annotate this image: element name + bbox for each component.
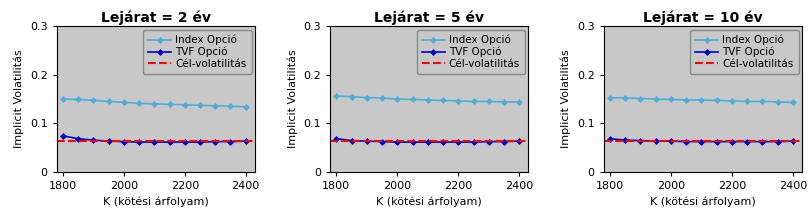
- TVF Opció: [73, 137, 83, 140]
- TVF Opció: [226, 140, 236, 143]
- Index Opció: [195, 104, 205, 107]
- X-axis label: K (kötési árfolyam): K (kötési árfolyam): [650, 196, 756, 207]
- TVF Opció: [469, 141, 479, 143]
- Line: TVF Opció: TVF Opció: [335, 137, 522, 144]
- Index Opció: [347, 95, 356, 98]
- Index Opció: [697, 99, 706, 101]
- TVF Opció: [164, 141, 174, 143]
- Index Opció: [514, 101, 524, 103]
- TVF Opció: [650, 140, 660, 142]
- TVF Opció: [757, 140, 767, 143]
- Index Opció: [635, 97, 645, 100]
- Index Opció: [620, 97, 630, 99]
- Index Opció: [499, 101, 509, 103]
- Cél-volatilitás: [56, 140, 66, 142]
- Index Opció: [58, 98, 68, 100]
- Index Opció: [104, 100, 113, 103]
- Index Opció: [241, 105, 250, 108]
- TVF Opció: [697, 140, 706, 143]
- Cél-volatilitás: [57, 140, 66, 142]
- TVF Opció: [119, 140, 129, 143]
- Line: TVF Opció: TVF Opció: [608, 137, 795, 144]
- Index Opció: [681, 99, 691, 101]
- TVF Opció: [58, 134, 68, 137]
- TVF Opció: [681, 140, 691, 143]
- Index Opció: [88, 99, 98, 102]
- TVF Opció: [712, 140, 722, 143]
- Index Opció: [742, 100, 752, 103]
- TVF Opció: [195, 141, 205, 143]
- Index Opció: [423, 99, 433, 101]
- Index Opció: [484, 100, 493, 103]
- TVF Opció: [788, 140, 798, 142]
- Y-axis label: Implicit Volatilitás: Implicit Volatilitás: [14, 50, 24, 148]
- Index Opció: [773, 101, 782, 103]
- TVF Opció: [377, 140, 387, 143]
- TVF Opció: [635, 139, 645, 142]
- TVF Opció: [241, 140, 250, 142]
- TVF Opció: [773, 140, 782, 143]
- TVF Opció: [392, 141, 402, 143]
- TVF Opció: [104, 140, 113, 142]
- Legend: Index Opció, TVF Opció, Cél-volatilitás: Index Opció, TVF Opció, Cél-volatilitás: [416, 29, 525, 74]
- TVF Opció: [605, 137, 615, 140]
- X-axis label: K (kötési árfolyam): K (kötési árfolyam): [103, 196, 209, 207]
- TVF Opció: [180, 141, 190, 143]
- Index Opció: [226, 105, 236, 108]
- TVF Opció: [666, 140, 676, 142]
- Index Opció: [331, 95, 341, 97]
- TVF Opció: [438, 141, 448, 143]
- X-axis label: K (kötési árfolyam): K (kötési árfolyam): [377, 196, 482, 207]
- Index Opció: [392, 98, 402, 100]
- TVF Opció: [620, 139, 630, 141]
- Y-axis label: Implicit Volatilitás: Implicit Volatilitás: [561, 50, 571, 148]
- TVF Opció: [134, 141, 144, 143]
- Title: Lejárat = 2 év: Lejárat = 2 év: [100, 11, 211, 25]
- Title: Lejárat = 5 év: Lejárat = 5 év: [374, 11, 484, 25]
- TVF Opció: [499, 140, 509, 143]
- TVF Opció: [727, 140, 736, 143]
- Index Opció: [469, 100, 479, 103]
- TVF Opció: [211, 140, 220, 143]
- Index Opció: [666, 98, 676, 101]
- Legend: Index Opció, TVF Opció, Cél-volatilitás: Index Opció, TVF Opció, Cél-volatilitás: [143, 29, 252, 74]
- Line: Index Opció: Index Opció: [61, 97, 248, 109]
- TVF Opció: [454, 141, 463, 143]
- Line: TVF Opció: TVF Opció: [61, 134, 248, 144]
- Title: Lejárat = 10 év: Lejárat = 10 év: [643, 11, 763, 25]
- TVF Opció: [407, 141, 417, 143]
- TVF Opció: [88, 139, 98, 141]
- Index Opció: [362, 96, 372, 99]
- Index Opció: [119, 101, 129, 104]
- Index Opció: [757, 100, 767, 103]
- TVF Opció: [423, 141, 433, 143]
- Index Opció: [134, 102, 144, 105]
- Index Opció: [180, 103, 190, 106]
- Line: Index Opció: Index Opció: [608, 95, 795, 104]
- Index Opció: [650, 98, 660, 100]
- Index Opció: [605, 96, 615, 99]
- TVF Opció: [742, 140, 752, 143]
- Index Opció: [211, 104, 220, 107]
- Index Opció: [727, 100, 736, 102]
- TVF Opció: [149, 141, 159, 143]
- TVF Opció: [484, 140, 493, 143]
- Index Opció: [73, 98, 83, 101]
- Index Opció: [149, 103, 159, 105]
- Index Opció: [788, 101, 798, 104]
- Index Opció: [377, 97, 387, 99]
- Index Opció: [712, 99, 722, 102]
- Y-axis label: Implicit Volatilitás: Implicit Volatilitás: [288, 50, 298, 148]
- TVF Opció: [514, 140, 524, 142]
- Legend: Index Opció, TVF Opció, Cél-volatilitás: Index Opció, TVF Opció, Cél-volatilitás: [690, 29, 799, 74]
- TVF Opció: [347, 139, 356, 142]
- TVF Opció: [331, 137, 341, 140]
- Index Opció: [454, 100, 463, 102]
- Line: Index Opció: Index Opció: [335, 94, 522, 104]
- TVF Opció: [362, 140, 372, 142]
- Index Opció: [164, 103, 174, 106]
- Index Opció: [407, 98, 417, 101]
- Index Opció: [438, 99, 448, 102]
